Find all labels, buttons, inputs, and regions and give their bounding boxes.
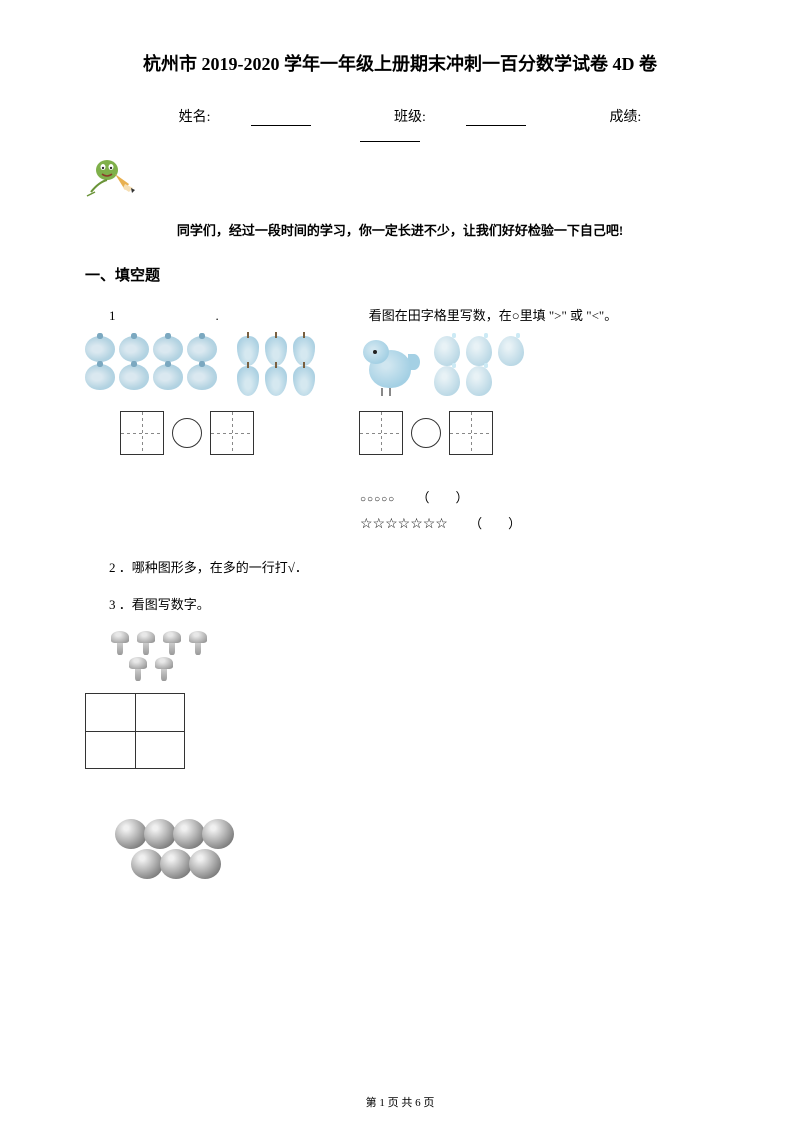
tian-box[interactable]: [210, 411, 254, 455]
pears-grid: [237, 336, 321, 396]
ball-icon: [144, 819, 176, 849]
tomato-icon: [119, 336, 149, 362]
mushroom-icon: [127, 657, 149, 681]
stars-row: ☆☆☆☆☆☆☆ （ ）: [360, 511, 715, 539]
page-footer: 第 1 页 共 6 页: [0, 1094, 800, 1110]
counting-images-row: [85, 336, 715, 396]
tian-box[interactable]: [359, 411, 403, 455]
tian-box[interactable]: [120, 411, 164, 455]
ball-icon: [160, 849, 192, 879]
tian-box[interactable]: [449, 411, 493, 455]
class-label: 班级:: [374, 110, 546, 125]
exam-title: 杭州市 2019-2020 学年一年级上册期末冲刺一百分数学试卷 4D 卷: [85, 50, 715, 76]
stars-shapes: ☆☆☆☆☆☆☆: [360, 511, 448, 539]
intro-text: 同学们，经过一段时间的学习，你一定长进不少，让我们好好检验一下自己吧!: [85, 220, 715, 239]
egg-icon: [466, 336, 492, 366]
name-label: 姓名:: [159, 110, 331, 125]
question-1-number: 1: [109, 308, 116, 324]
pear-icon: [237, 366, 259, 396]
answer-boxes-row: [120, 411, 715, 455]
tomato-icon: [187, 364, 217, 390]
ball-icon: [131, 849, 163, 879]
score-input-line[interactable]: [360, 128, 420, 142]
egg-icon: [466, 366, 492, 396]
mushroom-icon: [109, 631, 131, 655]
group-right: [361, 336, 530, 396]
circles-row: ○○○○○ （ ）: [360, 485, 715, 511]
name-input-line[interactable]: [251, 112, 311, 126]
ball-icon: [173, 819, 205, 849]
pear-icon: [293, 366, 315, 396]
question-1-dot: .: [216, 308, 219, 324]
tomatoes-grid: [85, 336, 219, 390]
egg-icon: [434, 366, 460, 396]
compare-circle[interactable]: [411, 418, 441, 448]
class-input-line[interactable]: [466, 112, 526, 126]
mushroom-icon: [161, 631, 183, 655]
mushroom-icon: [153, 657, 175, 681]
question-1-text: 看图在田字格里写数，在○里填 ">" 或 "<"。: [369, 305, 618, 324]
ball-icon: [189, 849, 221, 879]
circles-shapes: ○○○○○: [360, 490, 395, 510]
compare-circle[interactable]: [172, 418, 202, 448]
tomato-icon: [153, 336, 183, 362]
egg-icon: [434, 336, 460, 366]
tomato-icon: [85, 336, 115, 362]
group-left: [85, 336, 321, 396]
section-1-title: 一、填空题: [85, 264, 715, 285]
question-2: 2 ．哪种图形多，在多的一行打√．: [109, 557, 715, 576]
tomato-icon: [85, 364, 115, 390]
eggs-grid: [434, 336, 530, 396]
header-fields: 姓名: 班级: 成绩:: [85, 106, 715, 142]
bird-icon: [361, 336, 416, 396]
balls-group: [115, 819, 715, 879]
shapes-comparison: ○○○○○ （ ） ☆☆☆☆☆☆☆ （ ）: [360, 485, 715, 539]
tomato-icon: [153, 364, 183, 390]
box-set-right: [359, 411, 493, 455]
ball-icon: [115, 819, 147, 849]
pear-icon: [265, 366, 287, 396]
circles-paren[interactable]: （ ）: [416, 490, 468, 505]
question-3: 3 ．看图写数字。: [109, 594, 715, 613]
mushroom-icon: [135, 631, 157, 655]
mushrooms-group: [109, 631, 715, 681]
question-1: 1 . 看图在田字格里写数，在○里填 ">" 或 "<"。: [85, 305, 715, 324]
ball-icon: [202, 819, 234, 849]
pencil-mascot-icon: [85, 152, 715, 205]
egg-icon: [498, 336, 524, 366]
answer-grid-box[interactable]: [85, 693, 185, 769]
tomato-icon: [119, 364, 149, 390]
stars-paren[interactable]: （ ）: [469, 516, 521, 531]
box-set-left: [120, 411, 254, 455]
tomato-icon: [187, 336, 217, 362]
mushroom-icon: [187, 631, 209, 655]
